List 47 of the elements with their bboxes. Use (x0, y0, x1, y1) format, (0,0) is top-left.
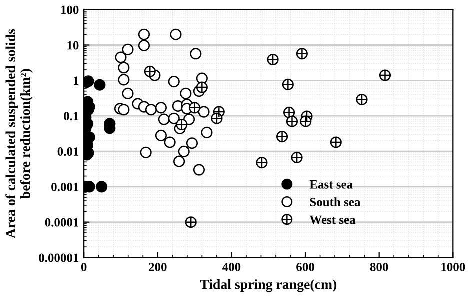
point (158, 114, 170, 126)
point (84, 76, 94, 88)
point (155, 102, 167, 114)
x-tick-label: 200 (149, 262, 167, 272)
legend-label: East sea (310, 180, 353, 189)
y-tick-label: 10 (68, 41, 79, 50)
point (178, 146, 190, 158)
x-axis-title: Tidal spring range(cm) (200, 280, 337, 292)
point (201, 126, 213, 138)
point (198, 106, 210, 118)
y-tick-label: 0.1 (64, 112, 79, 121)
point (115, 52, 127, 64)
y-tick-label: 100 (61, 6, 79, 14)
y-tick-label: 0.0001 (45, 218, 79, 227)
point (186, 138, 198, 150)
x-tick-label: 400 (222, 262, 241, 272)
point (122, 44, 134, 56)
point (138, 28, 150, 40)
point (118, 74, 130, 86)
point (118, 62, 130, 74)
y-tick-label: 0.00001 (39, 254, 79, 262)
point (193, 164, 205, 176)
point (168, 76, 180, 88)
point (94, 79, 106, 91)
y-tick-label: 0.01 (58, 148, 79, 156)
point (174, 156, 186, 168)
point (190, 48, 202, 60)
y-axis-title: Area of calculated suspended solids before reduction(km²) (6, 29, 34, 238)
point (140, 146, 152, 158)
point (118, 104, 130, 116)
point (155, 130, 167, 142)
y-tick-label: 1 (74, 76, 79, 86)
point (96, 181, 108, 193)
point (164, 136, 176, 148)
legend-label: South sea (310, 198, 361, 207)
point (180, 88, 192, 100)
legend-label: West sea (310, 216, 356, 224)
x-tick-label: 1000 (442, 262, 466, 272)
point (170, 28, 182, 40)
point (122, 88, 134, 100)
point (168, 112, 180, 124)
x-tick-label: 600 (296, 262, 314, 272)
x-tick-label: 0 (81, 262, 87, 272)
point (138, 40, 150, 52)
y-tick-label: 0.001 (52, 182, 79, 192)
point (145, 104, 158, 116)
x-tick-label: 800 (370, 262, 388, 272)
